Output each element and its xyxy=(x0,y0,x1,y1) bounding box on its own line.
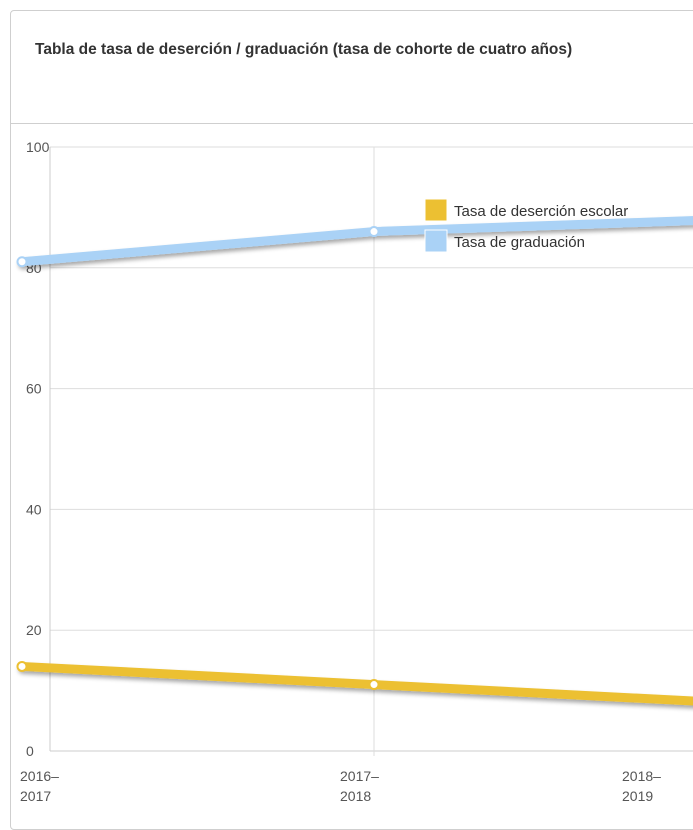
y-tick-label-40: 40 xyxy=(26,501,42,517)
chart-card-header: Tabla de tasa de deserción / graduación … xyxy=(11,11,693,124)
line-chart: 0204060801002016–20172017–20182018–2019T… xyxy=(16,139,693,804)
series-line-0 xyxy=(17,661,693,706)
y-tick-label-100: 100 xyxy=(26,139,50,155)
x-tick-label-1: 2018 xyxy=(340,788,371,804)
series-0-point-1[interactable] xyxy=(368,679,380,691)
y-tick-label-20: 20 xyxy=(26,622,42,638)
series-line-1 xyxy=(17,216,693,267)
series-1-point-1[interactable] xyxy=(368,226,380,238)
series-0-point-0[interactable] xyxy=(16,660,28,672)
chart-title: Tabla de tasa de deserción / graduación … xyxy=(35,41,573,58)
legend-label-0: Tasa de deserción escolar xyxy=(454,203,628,220)
x-tick-label-1: 2017– xyxy=(340,768,379,784)
x-tick-label-2: 2018– xyxy=(622,768,661,784)
x-tick-label-2: 2019 xyxy=(622,788,653,804)
x-tick-label-0: 2017 xyxy=(20,788,51,804)
legend-label-1: Tasa de graduación xyxy=(454,234,585,251)
x-tick-label-0: 2016– xyxy=(20,768,59,784)
legend-swatch-1 xyxy=(424,229,448,253)
legend-swatch-0 xyxy=(424,198,448,222)
series-1-point-0[interactable] xyxy=(16,256,28,268)
y-tick-label-60: 60 xyxy=(26,381,42,397)
y-tick-label-0: 0 xyxy=(26,743,34,759)
